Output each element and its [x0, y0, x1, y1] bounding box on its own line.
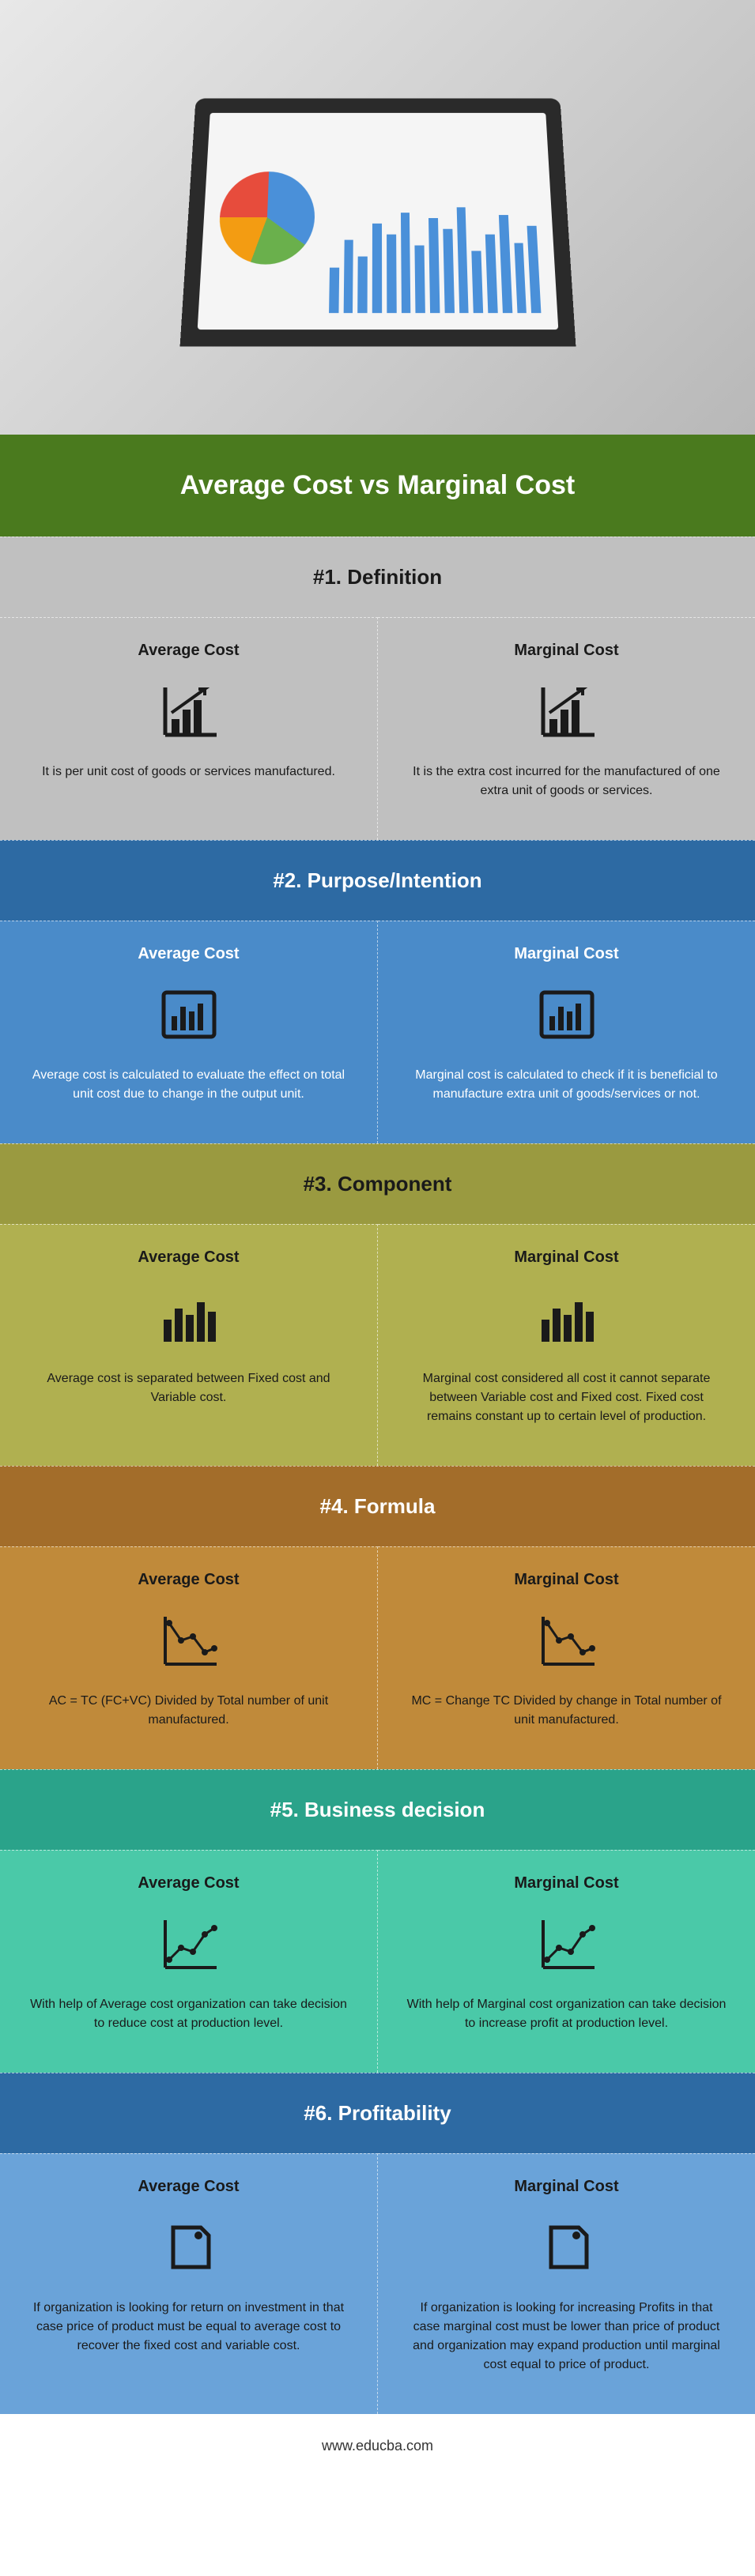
left-column-text: Average cost is separated between Fixed … — [28, 1369, 349, 1407]
left-column-title: Average Cost — [28, 1874, 349, 1892]
left-column-title: Average Cost — [28, 2178, 349, 2196]
section-header: #2. Purpose/Intention — [0, 840, 755, 921]
comparison-row: Average Cost If organization is looking f… — [0, 2153, 755, 2414]
line-up-icon — [28, 1912, 349, 1975]
section-header: #1. Definition — [0, 537, 755, 617]
right-column-title: Marginal Cost — [406, 1571, 727, 1589]
right-column: Marginal Cost It is the extra cost incurr… — [378, 617, 755, 840]
comparison-row: Average Cost It is per unit cost of goods… — [0, 617, 755, 840]
right-column: Marginal Cost If organization is looking … — [378, 2153, 755, 2414]
hero-image — [0, 0, 755, 435]
section-header: #6. Profitability — [0, 2073, 755, 2153]
line-up-icon — [406, 1912, 727, 1975]
price-tag-icon — [28, 2216, 349, 2279]
left-column: Average Cost Average cost is separated be… — [0, 1224, 378, 1466]
left-column-text: It is per unit cost of goods or services… — [28, 763, 349, 781]
growth-chart-icon — [406, 680, 727, 743]
comparison-row: Average Cost Average cost is calculated t… — [0, 921, 755, 1143]
right-column-title: Marginal Cost — [406, 642, 727, 660]
right-column: Marginal Cost MC = Change TC Divided by c… — [378, 1546, 755, 1769]
right-column-title: Marginal Cost — [406, 2178, 727, 2196]
line-down-icon — [406, 1609, 727, 1672]
right-column-text: Marginal cost considered all cost it can… — [406, 1369, 727, 1426]
laptop-illustration — [179, 99, 576, 347]
right-column-text: MC = Change TC Divided by change in Tota… — [406, 1692, 727, 1730]
section-header: #4. Formula — [0, 1466, 755, 1546]
right-column: Marginal Cost Marginal cost considered al… — [378, 1224, 755, 1466]
price-tag-icon — [406, 2216, 727, 2279]
left-column: Average Cost AC = TC (FC+VC) Divided by T… — [0, 1546, 378, 1769]
comparison-row: Average Cost Average cost is separated be… — [0, 1224, 755, 1466]
right-column-text: If organization is looking for increasin… — [406, 2299, 727, 2375]
right-column-title: Marginal Cost — [406, 1874, 727, 1892]
section-header: #5. Business decision — [0, 1769, 755, 1850]
right-column-text: Marginal cost is calculated to check if … — [406, 1066, 727, 1104]
left-column: Average Cost Average cost is calculated t… — [0, 921, 378, 1143]
right-column-title: Marginal Cost — [406, 1248, 727, 1267]
left-column-text: Average cost is calculated to evaluate t… — [28, 1066, 349, 1104]
line-down-icon — [28, 1609, 349, 1672]
left-column-title: Average Cost — [28, 1248, 349, 1267]
bar-box-icon — [406, 983, 727, 1046]
left-column: Average Cost It is per unit cost of goods… — [0, 617, 378, 840]
bar-chart-icon — [329, 202, 541, 314]
bars-plain-icon — [406, 1286, 727, 1350]
page-title: Average Cost vs Marginal Cost — [0, 435, 755, 537]
left-column-title: Average Cost — [28, 945, 349, 963]
left-column-text: If organization is looking for return on… — [28, 2299, 349, 2356]
left-column-text: With help of Average cost organization c… — [28, 1995, 349, 2033]
left-column-title: Average Cost — [28, 642, 349, 660]
footer-url: www.educba.com — [0, 2414, 755, 2478]
section-header: #3. Component — [0, 1143, 755, 1224]
bars-plain-icon — [28, 1286, 349, 1350]
growth-chart-icon — [28, 680, 349, 743]
left-column-title: Average Cost — [28, 1571, 349, 1589]
pie-chart-icon — [217, 171, 315, 264]
right-column-title: Marginal Cost — [406, 945, 727, 963]
right-column-text: With help of Marginal cost organization … — [406, 1995, 727, 2033]
right-column-text: It is the extra cost incurred for the ma… — [406, 763, 727, 800]
comparison-row: Average Cost AC = TC (FC+VC) Divided by T… — [0, 1546, 755, 1769]
left-column: Average Cost If organization is looking f… — [0, 2153, 378, 2414]
left-column: Average Cost With help of Average cost or… — [0, 1850, 378, 2073]
right-column: Marginal Cost Marginal cost is calculated… — [378, 921, 755, 1143]
right-column: Marginal Cost With help of Marginal cost … — [378, 1850, 755, 2073]
bar-box-icon — [28, 983, 349, 1046]
left-column-text: AC = TC (FC+VC) Divided by Total number … — [28, 1692, 349, 1730]
comparison-row: Average Cost With help of Average cost or… — [0, 1850, 755, 2073]
